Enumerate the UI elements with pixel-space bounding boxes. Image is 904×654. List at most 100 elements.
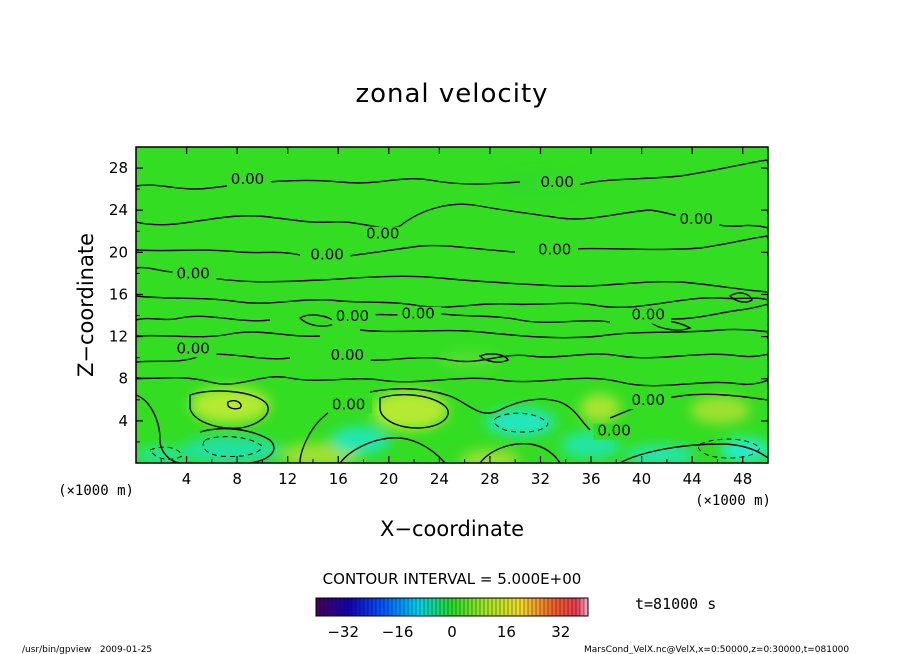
colorbar-cell [552,598,557,616]
contour-label-bg [536,175,581,192]
x-tick-label: 32 [531,470,550,488]
colorbar-cell [416,598,421,616]
colorbar-cell [436,598,441,616]
negative-patch [180,436,280,463]
colorbar-cell [340,598,345,616]
y-tick-label: 8 [118,370,128,388]
time-label: t=81000 s [635,595,716,613]
contour-line [136,388,768,463]
contour-label: 0.00 [597,422,630,440]
y-tick-label: 4 [118,412,128,430]
colorbar-cell [400,598,405,616]
colorbar-tick-label: 16 [497,623,516,641]
y-tick-label: 12 [109,328,128,346]
colorbar-frame [315,597,589,617]
colorbar-cell [428,598,433,616]
colorbar-cell [336,598,341,616]
contour-label-bg [226,171,271,188]
colorbar-cell [472,598,477,616]
colorbar-cell [324,598,329,616]
contour-label: 0.00 [631,306,664,324]
colorbar-cell [408,598,413,616]
x-tick-label: 4 [182,470,192,488]
colorbar-cell [476,598,481,616]
colorbar-cell [440,598,445,616]
contour-label: 0.00 [176,339,209,357]
colorbar-cell [568,598,573,616]
colorbar-cell [548,598,553,616]
footer-right: MarsCond_VelX.nc@VelX,x=0:50000,z=0:3000… [584,645,849,654]
colorbar-cell [492,598,497,616]
y-tick-label: 16 [109,285,128,303]
colorbar-cell [364,598,369,616]
colorbar-tick-label: −16 [382,623,414,641]
colorbar-cell [512,598,517,616]
contour-label: 0.00 [366,225,399,243]
x-tick-label: 28 [480,470,499,488]
colorbar-cell [572,598,577,616]
dashed-contours [149,412,761,460]
colorbar-cell [380,598,385,616]
contour-label: 0.00 [538,240,571,258]
y-tick-label: 28 [109,159,128,177]
x-tick-label: 44 [683,470,702,488]
contour-line [199,428,768,463]
colorbar-cell [456,598,461,616]
colorbar-cell [576,598,581,616]
colorbar-cell [516,598,521,616]
x-tick-label: 12 [278,470,297,488]
colorbar-cell [396,598,401,616]
colorbar-cell [332,598,337,616]
x-tick-label: 36 [581,470,600,488]
contour-label-bg [533,242,578,259]
contour-line [136,159,768,190]
contour-line [478,353,509,363]
contour-line-negative [697,438,761,459]
contour-label-bg [593,423,638,440]
positive-patch [190,387,270,423]
contour-interval-label: CONTOUR INTERVAL = 5.000E+00 [323,570,582,588]
x-axis: 4 8 12 16 20 24 28 32 36 40 44 48 [160,147,752,488]
colorbar-cell [368,598,373,616]
contour-label-bg [172,266,217,283]
colorbar-cell [540,598,545,616]
contour-label-bg [397,306,442,323]
plot-area [136,147,768,463]
colorbar-cell [356,598,361,616]
contour-line [136,235,768,259]
colorbar-cell [412,598,417,616]
colorbar-cell [496,598,501,616]
contour-line [227,399,242,410]
colorbar-cell [360,598,365,616]
colorbar-tick-label: −32 [327,623,359,641]
colorbar-tick-label: 0 [447,623,457,641]
colorbar-cell [352,598,357,616]
colorbar-cell [504,598,509,616]
x-axis-unit-left: (×1000 m) [58,483,134,499]
x-tick-label: 24 [430,470,449,488]
contour-line [136,328,768,339]
contour-label-bg [327,397,372,414]
contour-label-bg [306,247,351,264]
contour-line-negative [149,446,183,460]
contour-label-bg [675,211,720,228]
colorbar-cell [464,598,469,616]
colorbar-cell [448,598,453,616]
colorbar-cell [480,598,485,616]
colorbar-cell [420,598,425,616]
contour-label-bg [627,307,672,324]
contour-label-bg [362,226,407,243]
plot-frame [135,146,769,464]
contour-label: 0.00 [401,305,434,323]
contour-line [136,303,768,324]
y-tick-label: 24 [109,201,128,219]
contour-labels: 0.00 0.000.000.000.00 0.000.000.00 0.00 0.00… [172,170,720,440]
positive-patch [580,394,620,422]
colorbar [315,597,589,617]
contour-line [136,295,768,309]
negative-patch [720,438,768,462]
colorbar-cell [564,598,569,616]
x-tick-label: 48 [733,470,752,488]
colorbar-cell [328,598,333,616]
